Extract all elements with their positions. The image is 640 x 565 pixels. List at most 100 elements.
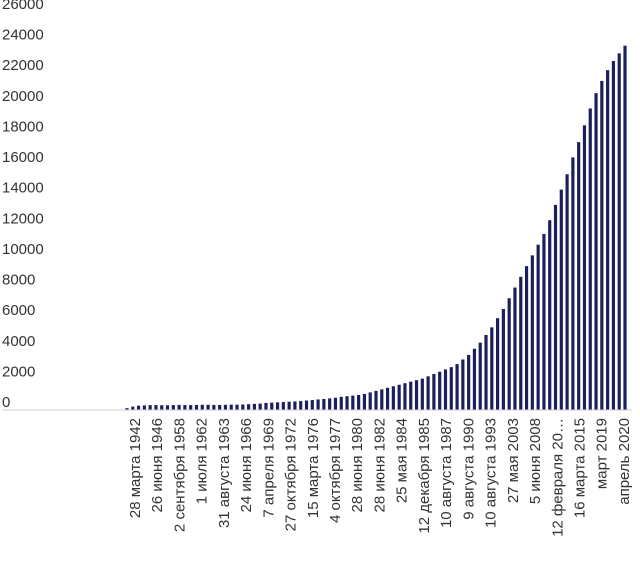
bar [362, 393, 367, 410]
bar [524, 266, 529, 410]
bar [368, 392, 372, 410]
x-tick-label: 5 июня 2008 [527, 418, 544, 504]
x-tick-label: 10 августа 1987 [438, 418, 455, 528]
bar [351, 395, 355, 410]
bar [223, 404, 228, 410]
bar [542, 233, 546, 410]
x-tick-label: март 2019 [594, 418, 611, 489]
y-tick-label: 0 [2, 394, 10, 411]
bar [519, 276, 523, 410]
bar [235, 404, 239, 410]
bar [310, 400, 314, 410]
x-tick-label: 27 октября 1972 [283, 418, 300, 531]
bar [189, 405, 193, 410]
bar [165, 405, 170, 410]
bar [548, 220, 552, 410]
bar [507, 298, 511, 410]
bar [154, 405, 158, 410]
bar [438, 371, 442, 410]
bar [287, 401, 291, 410]
bar [391, 386, 395, 410]
x-tick-label: 12 декабря 1985 [416, 418, 433, 534]
bar [611, 60, 616, 410]
bar [600, 80, 604, 410]
x-tick-label: апрель 2020 [616, 418, 633, 505]
bar [328, 398, 332, 410]
bar [357, 395, 361, 410]
y-axis-ticks: 0 2000 4000 6000 8000 10000 12000 14000 16000 180… [2, 0, 44, 411]
bar [131, 406, 135, 410]
y-tick-label: 24000 [2, 27, 44, 44]
bar [304, 400, 309, 410]
x-tick-label: 15 марта 1976 [305, 418, 322, 518]
bar [397, 384, 401, 410]
x-tick-label: 1 июля 1962 [194, 418, 211, 504]
bar [496, 318, 500, 410]
y-tick-label: 14000 [2, 180, 44, 197]
bar [414, 380, 419, 410]
bar [530, 255, 534, 410]
bar [229, 404, 233, 410]
x-tick-label: 4 октября 1977 [327, 418, 344, 523]
bar [264, 402, 268, 410]
bar [565, 174, 569, 410]
bar [299, 401, 303, 410]
bar [455, 364, 459, 410]
y-tick-label: 10000 [2, 241, 44, 258]
bar [484, 334, 488, 410]
bar [171, 405, 175, 410]
bar [333, 397, 338, 410]
x-tick-label: 28 июня 1982 [371, 418, 388, 512]
bar [467, 354, 471, 410]
bar [177, 404, 181, 410]
x-tick-label: 12 февраля 20… [549, 418, 566, 537]
y-tick-label: 2000 [2, 363, 35, 380]
x-tick-label: 10 августа 1993 [483, 418, 500, 528]
bar [339, 396, 343, 410]
bar [241, 404, 245, 410]
x-tick-label: 26 июня 1946 [149, 418, 166, 512]
bar [403, 383, 407, 410]
bar [571, 157, 575, 410]
bar [247, 404, 251, 410]
y-tick-label: 18000 [2, 118, 44, 135]
bars [125, 45, 627, 411]
y-tick-label: 8000 [2, 272, 35, 289]
y-tick-label: 20000 [2, 88, 44, 105]
x-tick-label: 9 августа 1990 [460, 418, 477, 520]
bar [142, 405, 146, 410]
bar [258, 403, 262, 410]
bar [449, 367, 453, 410]
bar [206, 404, 210, 410]
bar [322, 398, 326, 410]
bar [194, 404, 199, 410]
bar [380, 389, 384, 410]
x-tick-label: 27 мая 2003 [505, 418, 522, 503]
bar [536, 244, 540, 410]
x-tick-label: 28 июня 1980 [349, 418, 366, 512]
x-tick-label: 28 марта 1942 [127, 418, 144, 518]
bar [478, 342, 482, 410]
bar [490, 327, 494, 410]
x-tick-label: 25 мая 1984 [394, 418, 411, 503]
x-tick-label: 2 сентября 1958 [171, 418, 188, 532]
bar [281, 402, 285, 410]
x-tick-label: 7 апреля 1969 [260, 418, 277, 518]
bar [212, 404, 216, 410]
y-tick-label: 16000 [2, 149, 44, 166]
bar [623, 45, 627, 411]
bar [559, 189, 563, 410]
x-axis-ticks: 28 марта 1942 26 июня 1946 2 сентября 1958… [127, 418, 633, 537]
bar [577, 142, 581, 410]
bar [617, 53, 621, 410]
bar [200, 404, 204, 410]
bar [426, 376, 430, 410]
bar [270, 402, 274, 410]
bar [501, 308, 505, 410]
y-tick-label: 22000 [2, 57, 44, 74]
bar [218, 404, 222, 410]
x-tick-label: 24 июня 1966 [238, 418, 255, 512]
bar [160, 405, 164, 410]
bar [472, 348, 477, 410]
